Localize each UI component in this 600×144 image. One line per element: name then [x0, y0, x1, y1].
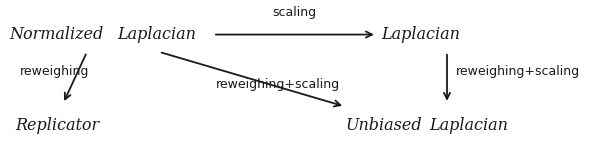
Text: Laplacian: Laplacian: [381, 26, 460, 43]
Text: Normalized: Normalized: [9, 26, 103, 43]
Text: scaling: scaling: [272, 6, 316, 19]
Text: Unbiased: Unbiased: [345, 117, 422, 134]
Text: reweighing: reweighing: [20, 66, 89, 78]
Text: reweighing+scaling: reweighing+scaling: [456, 66, 580, 78]
Text: Laplacian: Laplacian: [117, 26, 196, 43]
Text: Laplacian: Laplacian: [429, 117, 508, 134]
Text: reweighing+scaling: reweighing+scaling: [216, 78, 340, 91]
Text: Replicator: Replicator: [15, 117, 99, 134]
